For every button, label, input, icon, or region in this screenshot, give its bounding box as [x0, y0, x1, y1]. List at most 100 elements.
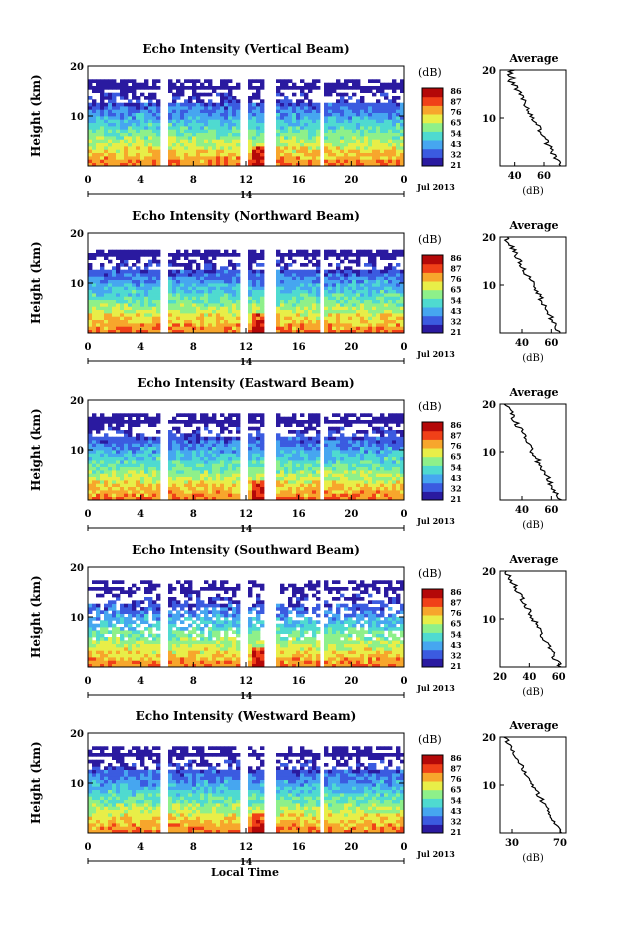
heatmap-cell	[140, 323, 145, 327]
heatmap-cell	[312, 283, 317, 287]
heatmap-cell	[308, 136, 313, 140]
heatmap-cell	[96, 453, 101, 457]
heatmap-cell	[276, 249, 281, 254]
heatmap-cell	[204, 490, 209, 494]
heatmap-cell	[216, 102, 221, 107]
heatmap-cell	[172, 86, 177, 90]
heatmap-cell	[356, 293, 361, 297]
heatmap-cell	[312, 79, 317, 83]
heatmap-cell	[328, 139, 333, 143]
heatmap-cell	[392, 96, 397, 100]
heatmap-cell	[236, 119, 241, 123]
heatmap-cell	[236, 122, 241, 127]
heatmap-cell	[208, 286, 213, 290]
heatmap-cell	[376, 162, 381, 167]
heatmap-cell	[96, 443, 101, 447]
heatmap-cell	[184, 470, 189, 474]
heatmap-cell	[284, 460, 289, 464]
heatmap-cell	[368, 79, 373, 83]
heatmap-cell	[248, 149, 253, 153]
heatmap-cell	[284, 96, 289, 100]
heatmap-cell	[152, 286, 157, 290]
heatmap-cell	[288, 106, 293, 110]
heatmap-cell	[196, 119, 201, 123]
heatmap-cell	[368, 276, 373, 280]
heatmap-cell	[340, 259, 345, 264]
heatmap-cell	[136, 146, 141, 150]
heatmap-cell	[340, 450, 345, 454]
heatmap-cell	[308, 283, 313, 287]
heatmap-cell	[116, 423, 121, 427]
heatmap-cell	[144, 82, 149, 87]
heatmap-cell	[396, 149, 401, 153]
heatmap-cell	[224, 443, 229, 447]
heatmap-cell	[328, 430, 333, 434]
heatmap-cell	[204, 483, 209, 487]
heatmap-cell	[300, 450, 305, 454]
heatmap-cell	[208, 309, 213, 314]
heatmap-cell	[352, 326, 357, 330]
heatmap-cell	[132, 313, 137, 317]
heatmap-cell	[200, 453, 205, 457]
heatmap-cell	[208, 82, 213, 87]
heatmap-cell	[292, 269, 297, 274]
heatmap-cell	[216, 436, 221, 441]
heatmap-cell	[296, 296, 301, 300]
heatmap-cell	[384, 470, 389, 474]
heatmap-cell	[316, 122, 321, 127]
heatmap-cell	[92, 132, 97, 137]
heatmap-cell	[400, 109, 405, 113]
heatmap-cell	[92, 426, 97, 431]
heatmap-cell	[384, 96, 389, 100]
heatmap-cell	[348, 496, 353, 501]
heatmap-cell	[372, 132, 377, 137]
heatmap-cell	[152, 470, 157, 474]
heatmap-cell	[172, 283, 177, 287]
heatmap-cell	[88, 82, 93, 87]
heatmap-cell	[196, 490, 201, 494]
heatmap-cell	[292, 443, 297, 447]
heatmap-cell	[128, 413, 133, 417]
heatmap-cell	[224, 453, 229, 457]
heatmap-cell	[372, 149, 377, 153]
heatmap-cell	[192, 453, 197, 457]
heatmap-cell	[332, 496, 337, 501]
heatmap-cell	[304, 253, 309, 257]
heatmap-cell	[284, 319, 289, 324]
avg-x-tick-label: 40	[515, 338, 529, 349]
heatmap-cell	[312, 420, 317, 424]
heatmap-cell	[260, 106, 265, 110]
heatmap-cell	[316, 119, 321, 123]
heatmap-cell	[172, 463, 177, 467]
heatmap-cell	[224, 132, 229, 137]
heatmap-cell	[236, 443, 241, 447]
heatmap-cell	[392, 296, 397, 300]
heatmap-cell	[332, 249, 337, 254]
heatmap-cell	[184, 433, 189, 437]
heatmap-cell	[392, 82, 397, 87]
heatmap-cell	[224, 112, 229, 117]
heatmap-cell	[200, 313, 205, 317]
heatmap-cell	[332, 306, 337, 310]
heatmap-cell	[140, 156, 145, 160]
heatmap-cell	[232, 149, 237, 153]
heatmap-cell	[104, 313, 109, 317]
heatmap-cell	[312, 249, 317, 254]
heatmap-cell	[340, 440, 345, 444]
heatmap-cell	[108, 139, 113, 143]
heatmap-cell	[380, 303, 385, 307]
heatmap-cell	[256, 273, 261, 277]
heatmap-cell	[120, 263, 125, 267]
heatmap-cell	[260, 303, 265, 307]
heatmap-cell	[276, 463, 281, 467]
heatmap-cell	[216, 116, 221, 120]
heatmap-cell	[252, 299, 257, 304]
heatmap-cell	[168, 329, 173, 334]
heatmap-cell	[276, 450, 281, 454]
heatmap-cell	[168, 433, 173, 437]
heatmap-cell	[204, 473, 209, 477]
heatmap-cell	[228, 276, 233, 280]
heatmap-cell	[92, 303, 97, 307]
heatmap-cell	[152, 319, 157, 324]
heatmap-cell	[104, 273, 109, 277]
